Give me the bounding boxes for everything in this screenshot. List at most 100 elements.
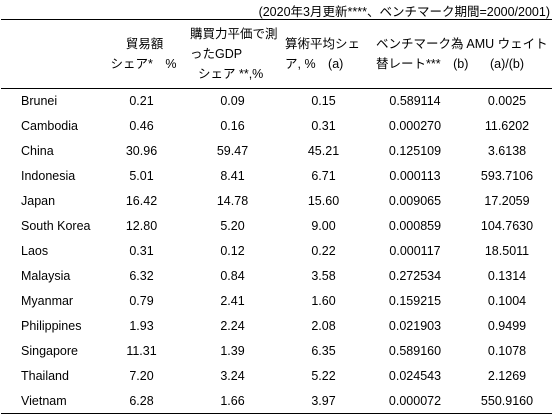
table-row: Myanmar 0.79 2.41 1.60 0.159215 0.1004 bbox=[1, 289, 552, 314]
header-gdp-ppp-share: 購買力平価で測ったGDP シェア **,% bbox=[186, 19, 279, 89]
benchmark-rate-cell: 0.125109 bbox=[388, 144, 442, 158]
country-cell: Singapore bbox=[21, 344, 78, 358]
country-cell: Philippines bbox=[21, 319, 82, 333]
gdp-ppp-share-cell: 8.41 bbox=[220, 169, 245, 183]
amu-weight-table: 貿易額 シェア* % 購買力平価で測ったGDP シェア **,% 算術平均シェ … bbox=[1, 19, 552, 414]
amu-weight-cell: 0.0025 bbox=[487, 94, 527, 109]
amu-weight-cell: 11.6202 bbox=[484, 119, 530, 133]
trade-share-cell: 7.20 bbox=[129, 369, 154, 383]
amu-weight-cell: 2.1269 bbox=[487, 369, 527, 383]
benchmark-rate-cell: 0.000113 bbox=[389, 169, 441, 183]
trade-share-cell: 0.46 bbox=[129, 119, 154, 133]
header-avg-share-line2: ア, % (a) bbox=[285, 57, 344, 71]
gdp-ppp-share-cell: 2.41 bbox=[220, 294, 245, 308]
avg-share-cell: 6.35 bbox=[311, 344, 336, 358]
table-row: Brunei 0.21 0.09 0.15 0.589114 0.0025 bbox=[1, 89, 552, 114]
amu-weight-cell: 104.7630 bbox=[480, 219, 534, 233]
table-row: Malaysia 6.32 0.84 3.58 0.272534 0.1314 bbox=[1, 264, 552, 289]
header-amu-weight-line1: AMU ウェイト bbox=[466, 37, 548, 51]
header-benchmark-rate-line2: 替レート*** (b) bbox=[376, 57, 469, 71]
country-cell: Myanmar bbox=[21, 294, 74, 308]
country-cell: Brunei bbox=[21, 94, 58, 109]
avg-share-cell: 3.97 bbox=[279, 388, 368, 414]
trade-share-cell: 11.31 bbox=[126, 344, 157, 358]
table-row: Vietnam 6.28 1.66 3.97 0.000072 550.9160 bbox=[1, 388, 552, 414]
trade-share-cell: 12.80 bbox=[125, 219, 158, 233]
avg-share-cell: 45.21 bbox=[307, 144, 340, 158]
benchmark-rate-cell: 0.000270 bbox=[388, 119, 442, 133]
gdp-ppp-share-cell: 3.24 bbox=[220, 369, 245, 383]
country-cell: China bbox=[21, 144, 54, 158]
benchmark-rate-cell: 0.159215 bbox=[388, 294, 442, 308]
table-row: Japan 16.42 14.78 15.60 0.009065 17.2059 bbox=[1, 189, 552, 214]
gdp-ppp-share-cell: 1.39 bbox=[220, 344, 245, 358]
gdp-ppp-share-cell: 1.66 bbox=[186, 388, 279, 414]
avg-share-cell: 0.22 bbox=[311, 244, 336, 258]
gdp-ppp-share-cell: 59.47 bbox=[216, 144, 249, 158]
header-trade-share-line2: シェア* % bbox=[110, 57, 177, 71]
gdp-ppp-share-cell: 0.16 bbox=[220, 119, 245, 133]
benchmark-rate-cell: 0.589160 bbox=[388, 344, 442, 358]
table-body: Brunei 0.21 0.09 0.15 0.589114 0.0025 Cambodia… bbox=[1, 89, 552, 414]
avg-share-cell: 1.60 bbox=[311, 294, 336, 308]
trade-share-cell: 16.42 bbox=[125, 194, 158, 208]
gdp-ppp-share-cell: 0.84 bbox=[220, 269, 245, 283]
table-row: China 30.96 59.47 45.21 0.125109 3.6138 bbox=[1, 139, 552, 164]
table-row: Laos 0.31 0.12 0.22 0.000117 18.5011 bbox=[1, 239, 552, 264]
benchmark-rate-cell: 0.589114 bbox=[389, 94, 441, 109]
avg-share-cell: 6.71 bbox=[311, 169, 336, 183]
table-header: 貿易額 シェア* % 購買力平価で測ったGDP シェア **,% 算術平均シェ … bbox=[1, 19, 552, 89]
table-row: South Korea 12.80 5.20 9.00 0.000859 104.7630 bbox=[1, 214, 552, 239]
header-trade-share-line1: 貿易額 bbox=[125, 37, 164, 51]
header-amu-weight-line2: (a)/(b) bbox=[489, 57, 525, 71]
header-trade-share: 貿易額 シェア* % bbox=[97, 19, 186, 89]
table-row: Indonesia 5.01 8.41 6.71 0.000113 593.7106 bbox=[1, 164, 552, 189]
avg-share-cell: 0.31 bbox=[311, 119, 336, 133]
header-benchmark-rate-line1: ベンチマーク為 bbox=[376, 37, 464, 51]
benchmark-rate-cell: 0.000859 bbox=[388, 219, 442, 233]
avg-share-cell: 15.60 bbox=[307, 194, 340, 208]
header-benchmark-rate: ベンチマーク為 替レート*** (b) bbox=[368, 19, 469, 89]
country-cell: Thailand bbox=[21, 369, 69, 383]
trade-share-cell: 1.93 bbox=[129, 319, 154, 333]
benchmark-rate-cell: 0.021903 bbox=[388, 319, 442, 333]
header-avg-share-line1: 算術平均シェ bbox=[285, 37, 361, 51]
amu-weight-cell: 0.1004 bbox=[487, 294, 527, 308]
trade-share-cell: 30.96 bbox=[125, 144, 158, 158]
gdp-ppp-share-cell: 0.12 bbox=[220, 244, 245, 258]
benchmark-rate-cell: 0.272534 bbox=[388, 269, 442, 283]
header-row: 貿易額 シェア* % 購買力平価で測ったGDP シェア **,% 算術平均シェ … bbox=[1, 19, 552, 89]
country-cell: Vietnam bbox=[1, 388, 97, 414]
amu-weight-cell: 18.5011 bbox=[484, 244, 530, 258]
table-row: Thailand 7.20 3.24 5.22 0.024543 2.1269 bbox=[1, 364, 552, 389]
amu-weight-cell: 17.2059 bbox=[484, 194, 530, 208]
country-cell: Cambodia bbox=[21, 119, 78, 133]
amu-weight-cell: 550.9160 bbox=[462, 388, 552, 414]
avg-share-cell: 0.15 bbox=[311, 94, 336, 109]
table-row: Philippines 1.93 2.24 2.08 0.021903 0.9499 bbox=[1, 314, 552, 339]
avg-share-cell: 5.22 bbox=[311, 369, 336, 383]
amu-weight-cell: 0.1314 bbox=[487, 269, 527, 283]
gdp-ppp-share-cell: 0.09 bbox=[220, 94, 245, 109]
avg-share-cell: 2.08 bbox=[311, 319, 336, 333]
benchmark-rate-cell: 0.000072 bbox=[368, 388, 462, 414]
benchmark-rate-cell: 0.024543 bbox=[388, 369, 442, 383]
country-cell: Japan bbox=[21, 194, 56, 208]
country-cell: Indonesia bbox=[21, 169, 76, 183]
trade-share-cell: 0.79 bbox=[129, 294, 154, 308]
benchmark-rate-cell: 0.000117 bbox=[389, 244, 441, 258]
amu-weight-cell: 593.7106 bbox=[480, 169, 534, 183]
header-gdp-ppp-share-line1: 購買力平価で測ったGDP bbox=[190, 27, 278, 61]
avg-share-cell: 9.00 bbox=[311, 219, 336, 233]
gdp-ppp-share-cell: 14.78 bbox=[216, 194, 249, 208]
table-row: Singapore 11.31 1.39 6.35 0.589160 0.1078 bbox=[1, 339, 552, 364]
amu-weight-cell: 3.6138 bbox=[487, 144, 527, 158]
trade-share-cell: 6.28 bbox=[97, 388, 186, 414]
header-amu-weight: AMU ウェイト (a)/(b) bbox=[462, 19, 552, 89]
header-gdp-ppp-share-line2: シェア **,% bbox=[198, 67, 264, 81]
trade-share-cell: 0.31 bbox=[129, 244, 154, 258]
country-cell: Laos bbox=[21, 244, 49, 258]
avg-share-cell: 3.58 bbox=[311, 269, 336, 283]
trade-share-cell: 5.01 bbox=[129, 169, 154, 183]
table-caption: (2020年3月更新****、ベンチマーク期間=2000/2001) bbox=[258, 5, 550, 19]
